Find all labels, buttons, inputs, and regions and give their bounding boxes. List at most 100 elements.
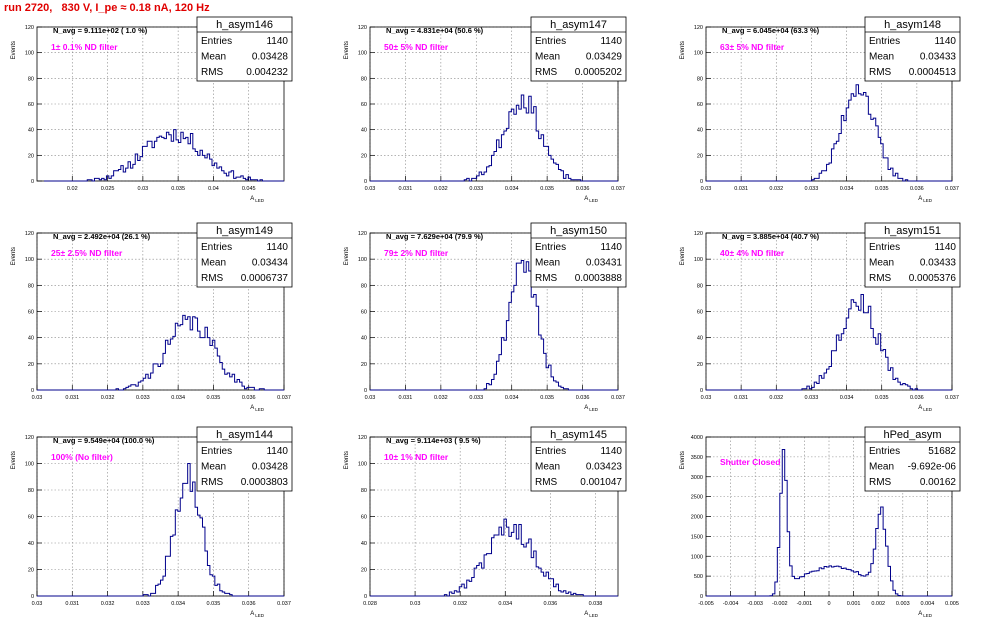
- stat-label-entries: Entries: [535, 36, 566, 47]
- stats-box: h_asym150 Entries 1140 Mean 0.03431 RMS 0.0003…: [530, 222, 627, 288]
- stat-value-mean: 0.03433: [920, 52, 957, 63]
- stat-value-entries: 51682: [928, 446, 956, 457]
- stat-value-rms: 0.0005376: [909, 273, 957, 284]
- stat-label-entries: Entries: [869, 446, 900, 457]
- stat-label-mean: Mean: [535, 258, 560, 269]
- x-tick-label: 0.005: [945, 601, 959, 607]
- x-tick-label: 0.033: [469, 186, 483, 192]
- x-tick-label: 0.035: [540, 395, 554, 401]
- stat-label-entries: Entries: [201, 36, 232, 47]
- x-tick-label: 0.034: [840, 395, 854, 401]
- x-tick-label: 0.035: [540, 186, 554, 192]
- stats-box: h_asym148 Entries 1140 Mean 0.03433 RMS 0.0004…: [864, 16, 961, 82]
- x-tick-label: 0.037: [611, 395, 625, 401]
- stat-value-rms: 0.0004513: [909, 67, 957, 78]
- y-tick-label: 60: [697, 310, 703, 316]
- histogram-line: [370, 94, 618, 182]
- x-tick-label: 0.02: [67, 186, 78, 192]
- y-tick-label: 40: [697, 128, 703, 134]
- x-tick-label: 0.037: [611, 186, 625, 192]
- x-axis-title: ALED: [584, 405, 599, 412]
- stat-value-rms: 0.0003888: [575, 273, 623, 284]
- n-avg-label: N_avg = 7.629e+04 (79.9 %): [386, 232, 484, 241]
- y-tick-label: 0: [31, 388, 34, 394]
- y-tick-label: 120: [25, 435, 34, 441]
- y-tick-label: 4000: [691, 435, 703, 441]
- x-tick-label: 0.035: [171, 186, 185, 192]
- y-axis-title: Events: [680, 41, 686, 59]
- x-axis-title: ALED: [584, 611, 599, 618]
- stats-box: h_asym146 Entries 1140 Mean 0.03428 RMS 0.0042…: [196, 16, 293, 82]
- x-axis-title: ALED: [250, 405, 265, 412]
- y-tick-label: 120: [694, 25, 703, 31]
- histogram-line: [706, 448, 952, 597]
- x-tick-label: 0.028: [363, 601, 377, 607]
- histogram-name: h_asym146: [216, 19, 273, 31]
- x-tick-label: 0.036: [910, 395, 924, 401]
- x-axis-title: ALED: [584, 196, 599, 203]
- x-axis-title: ALED: [918, 405, 933, 412]
- filter-label: 63± 5% ND filter: [720, 42, 785, 52]
- histogram-h_asym147: 0.03 0.031 0.032 0.033 0.034 0.035 0.036 0.037 0…: [344, 16, 627, 203]
- x-tick-label: 0.035: [207, 601, 221, 607]
- x-axis-title: ALED: [250, 196, 265, 203]
- histogram-line: [706, 84, 952, 182]
- stat-value-entries: 1140: [600, 446, 622, 457]
- x-tick-label: 0.03: [365, 186, 376, 192]
- x-tick-label: 0.034: [498, 601, 512, 607]
- x-tick-label: 0.038: [589, 601, 603, 607]
- x-tick-label: 0.03: [701, 186, 712, 192]
- page-title: run 2720, 830 V, I_pe ≈ 0.18 nA, 120 Hz: [4, 2, 210, 14]
- x-tick-label: 0.035: [875, 395, 889, 401]
- x-tick-label: 0.031: [65, 601, 79, 607]
- y-tick-label: 40: [361, 128, 367, 134]
- y-tick-label: 40: [361, 541, 367, 547]
- histogram-h_asym150: 0.03 0.031 0.032 0.033 0.034 0.035 0.036 0.037 0…: [344, 222, 627, 412]
- x-tick-label: 0: [827, 601, 830, 607]
- y-tick-label: 3500: [691, 455, 703, 461]
- y-tick-label: 80: [697, 283, 703, 289]
- stat-label-rms: RMS: [869, 273, 892, 284]
- y-tick-label: 0: [700, 594, 703, 600]
- stat-label-rms: RMS: [535, 477, 558, 488]
- stat-label-mean: Mean: [201, 52, 226, 63]
- y-axis-title: Events: [11, 247, 17, 265]
- y-tick-label: 60: [28, 310, 34, 316]
- x-tick-label: 0.032: [101, 395, 115, 401]
- stat-label-rms: RMS: [201, 273, 224, 284]
- filter-label: 40± 4% ND filter: [720, 248, 785, 258]
- stat-label-entries: Entries: [869, 242, 900, 253]
- x-tick-label: 0.004: [921, 601, 935, 607]
- y-tick-label: 2500: [691, 495, 703, 501]
- y-tick-label: 100: [694, 257, 703, 263]
- histogram-line: [37, 314, 284, 391]
- histogram-name: hPed_asym: [883, 429, 941, 441]
- y-tick-label: 100: [25, 51, 34, 57]
- x-tick-label: 0.025: [101, 186, 115, 192]
- stat-value-mean: -9.692e-06: [908, 462, 957, 473]
- y-tick-label: 40: [28, 128, 34, 134]
- stat-value-mean: 0.03434: [252, 258, 289, 269]
- y-tick-label: 60: [28, 102, 34, 108]
- stat-value-rms: 0.004232: [246, 67, 288, 78]
- n-avg-label: N_avg = 9.114e+03 ( 9.5 %): [386, 436, 481, 445]
- filter-label: 100% (No filter): [51, 452, 113, 462]
- y-tick-label: 120: [358, 435, 367, 441]
- stat-value-rms: 0.0006737: [241, 273, 289, 284]
- y-tick-label: 20: [28, 362, 34, 368]
- y-tick-label: 80: [361, 488, 367, 494]
- histogram-name: h_asym150: [550, 225, 607, 237]
- stat-value-rms: 0.001047: [580, 477, 622, 488]
- stat-value-entries: 1140: [266, 242, 288, 253]
- stat-label-mean: Mean: [869, 52, 894, 63]
- y-tick-label: 20: [361, 362, 367, 368]
- stat-label-entries: Entries: [869, 36, 900, 47]
- x-tick-label: 0.034: [171, 601, 185, 607]
- x-tick-label: 0.032: [434, 395, 448, 401]
- x-tick-label: -0.002: [772, 601, 788, 607]
- histogram-name: h_asym148: [884, 19, 941, 31]
- n-avg-label: N_avg = 2.492e+04 (26.1 %): [53, 232, 151, 241]
- y-tick-label: 20: [28, 153, 34, 159]
- x-tick-label: 0.036: [543, 601, 557, 607]
- x-tick-label: 0.03: [365, 395, 376, 401]
